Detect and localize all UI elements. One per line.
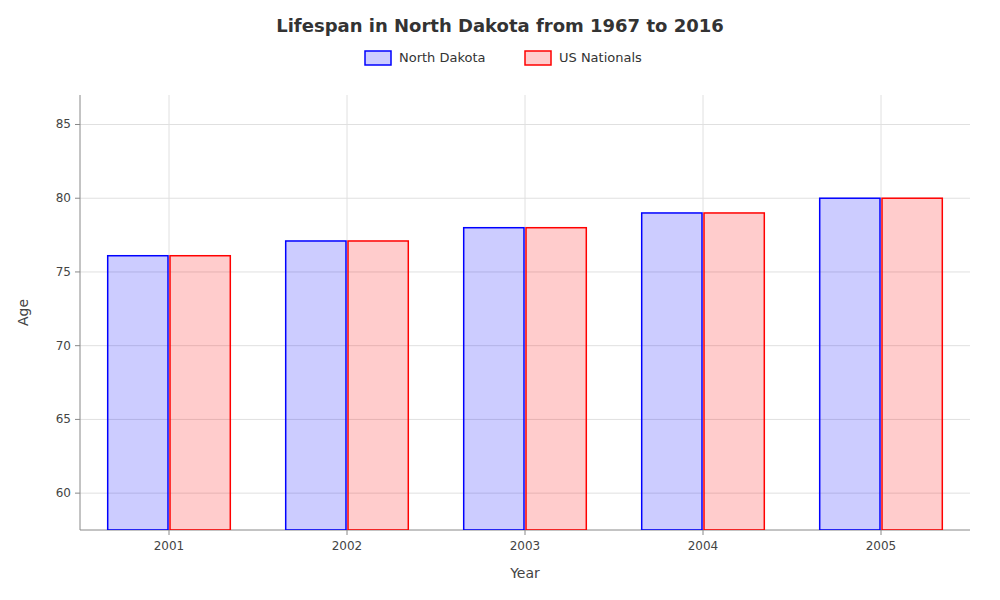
y-axis-label: Age (15, 299, 31, 326)
bar (704, 213, 764, 530)
title: Lifespan in North Dakota from 1967 to 20… (276, 15, 724, 36)
tick-mark (881, 530, 882, 535)
legend: North Dakota US Nationals (365, 50, 642, 65)
tick-mark (347, 530, 348, 535)
bar (882, 198, 942, 530)
legend-swatch (365, 51, 391, 65)
bar (642, 213, 702, 530)
x-axis-label: Year (509, 565, 540, 581)
chart: 60 65 70 75 80 85 2001 2002 2003 2004 2005 Lifespan… (0, 0, 1000, 600)
x-tick-label: 2004 (688, 539, 719, 553)
tick-mark (75, 345, 80, 346)
tick-mark (75, 419, 80, 420)
tick-mark (169, 530, 170, 535)
bar (286, 241, 346, 530)
tick-mark (703, 530, 704, 535)
x-tick-label: 2003 (510, 539, 541, 553)
x-tick-label: 2001 (154, 539, 185, 553)
bar (170, 256, 230, 530)
legend-swatch (525, 51, 551, 65)
tick-mark (75, 198, 80, 199)
y-tick-label: 75 (56, 265, 71, 279)
bar (108, 256, 168, 530)
y-axis-line (80, 95, 81, 530)
bar (820, 198, 880, 530)
y-tick-label: 65 (56, 412, 71, 426)
y-tick-label: 60 (56, 486, 71, 500)
x-tick-label: 2002 (332, 539, 363, 553)
tick-mark (525, 530, 526, 535)
bar (348, 241, 408, 530)
y-tick-label: 85 (56, 117, 71, 131)
bar (526, 228, 586, 530)
bar (464, 228, 524, 530)
y-tick-label: 80 (56, 191, 71, 205)
legend-label: North Dakota (399, 50, 486, 65)
tick-mark (75, 124, 80, 125)
tick-mark (75, 493, 80, 494)
grid (80, 95, 970, 530)
legend-label: US Nationals (559, 50, 642, 65)
x-tick-label: 2005 (866, 539, 897, 553)
tick-mark (75, 271, 80, 272)
y-tick-label: 70 (56, 339, 71, 353)
bars (108, 198, 943, 530)
